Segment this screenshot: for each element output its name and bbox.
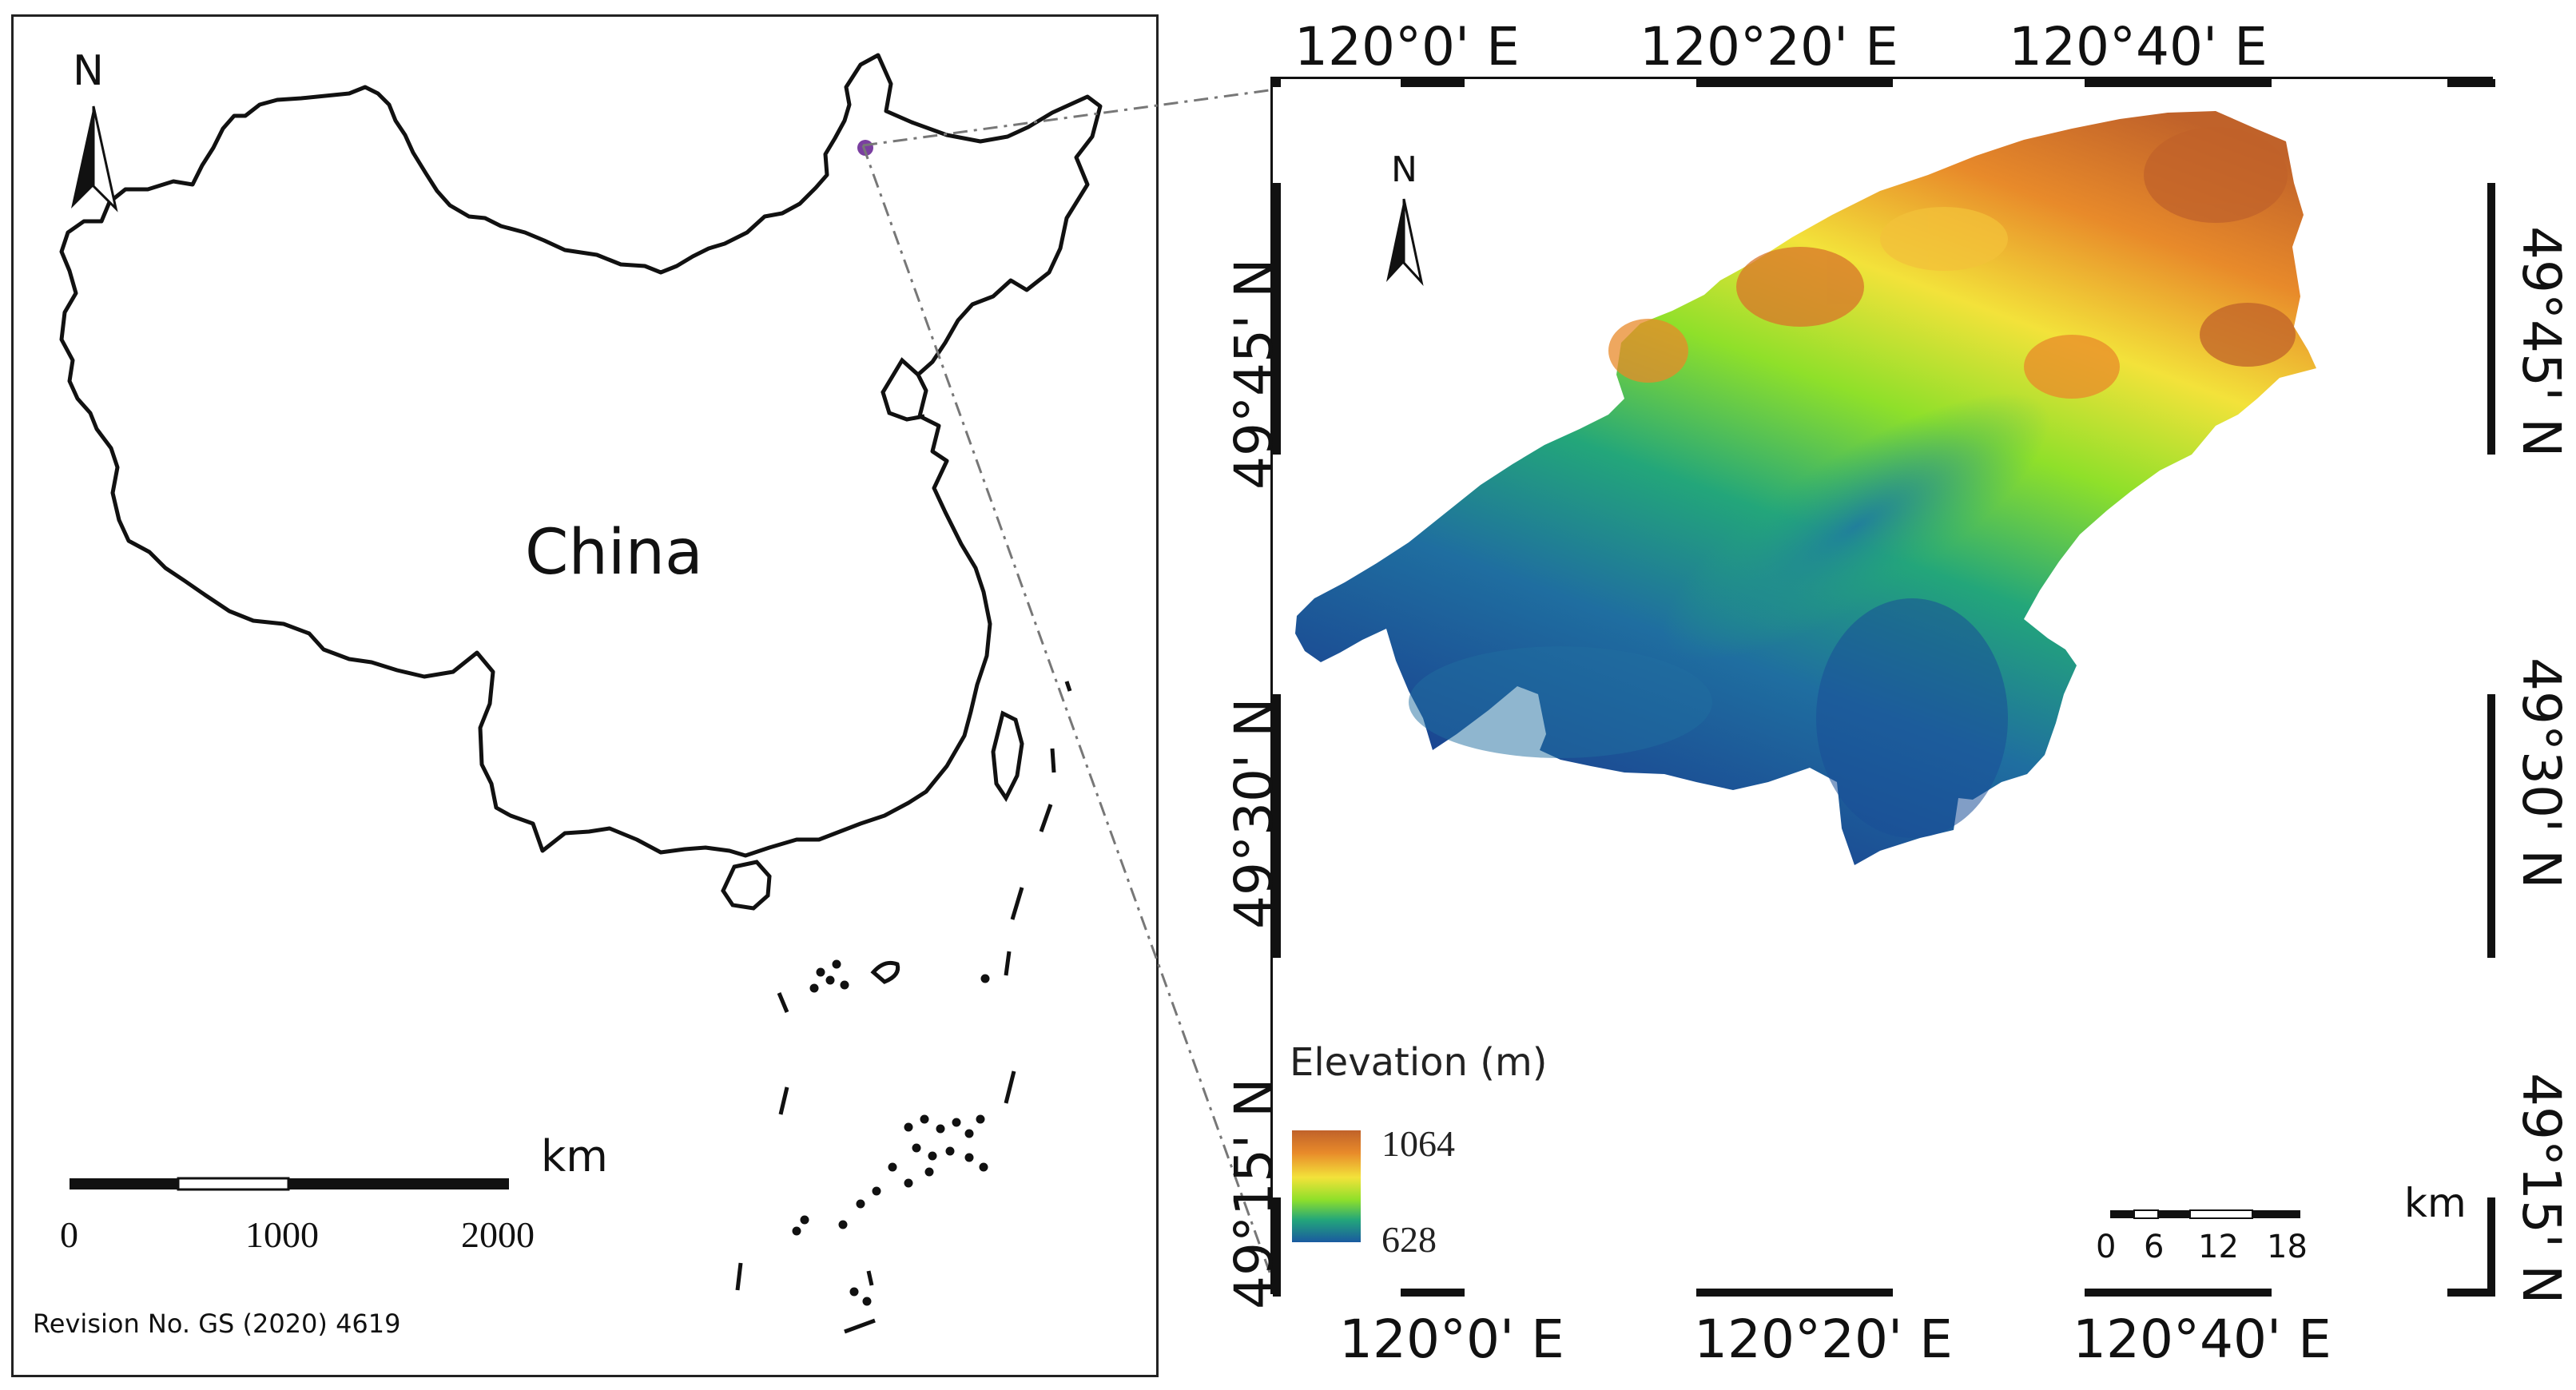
south-china-sea-islands (792, 959, 990, 1306)
right-latitude-label: 49°45' N (2510, 226, 2572, 458)
scale-tick-0: 0 (2096, 1229, 2117, 1265)
taiwan-island (991, 710, 1024, 802)
scale-tick-18: 18 (2267, 1229, 2308, 1265)
right-latitude-label: 49°15' N (2510, 1073, 2572, 1305)
highland-patches (1608, 127, 2296, 399)
china-overview-map: N China km 0 1000 2000 Revision No. GS (… (11, 14, 1159, 1377)
southwest-lowland-shade (1409, 646, 1712, 758)
revision-note: Revision No. GS (2020) 4619 (33, 1309, 401, 1339)
legend-min: 628 (1381, 1219, 1437, 1260)
top-longitude-label: 120°40' E (2009, 16, 2268, 77)
southern-lowland-shade (1816, 598, 2008, 838)
hainan-island (721, 860, 772, 911)
legend-color-ramp (1292, 1130, 1361, 1242)
left-latitude-label: 49°30' N (1223, 697, 1285, 929)
dem-svg (1273, 79, 2495, 1297)
left-latitude-label: 49°15' N (1223, 1078, 1285, 1309)
china-mainland-outline (59, 53, 1103, 858)
bottom-longitude-label: 120°20' E (1694, 1309, 1953, 1370)
bottom-longitude-label: 120°40' E (2073, 1309, 2332, 1370)
scale-bar (2110, 1209, 2300, 1219)
elevation-map: N 1064 628 km 0 6 12 18 (1270, 77, 2495, 1297)
river-valley-shade (1662, 393, 2050, 660)
right-latitude-label: 49°30' N (2510, 657, 2572, 889)
scale-tick-2000: 2000 (461, 1214, 535, 1255)
legend-max: 1064 (1381, 1123, 1455, 1164)
bottom-longitude-label: 120°0' E (1339, 1309, 1564, 1370)
study-area-point (857, 140, 873, 156)
map-frame-bars (1273, 79, 2495, 1297)
north-arrow-icon (1386, 198, 1424, 287)
country-label: China (525, 517, 703, 589)
scale-tick-0: 0 (60, 1214, 78, 1255)
left-latitude-label: 49°45' N (1223, 258, 1285, 490)
north-arrow-icon (71, 105, 118, 212)
scale-unit: km (2404, 1180, 2467, 1226)
scale-tick-1000: 1000 (245, 1214, 319, 1255)
scale-bar (70, 1177, 509, 1191)
scale-tick-6: 6 (2144, 1229, 2165, 1265)
north-label: N (1391, 149, 1417, 190)
scale-unit: km (541, 1131, 608, 1182)
top-longitude-label: 120°20' E (1640, 16, 1898, 77)
north-label: N (73, 47, 104, 95)
top-longitude-label: 120°0' E (1294, 16, 1520, 77)
scale-tick-12: 12 (2198, 1229, 2239, 1265)
legend-title: Elevation (m) (1290, 1040, 1548, 1085)
china-outline (59, 53, 1103, 1334)
